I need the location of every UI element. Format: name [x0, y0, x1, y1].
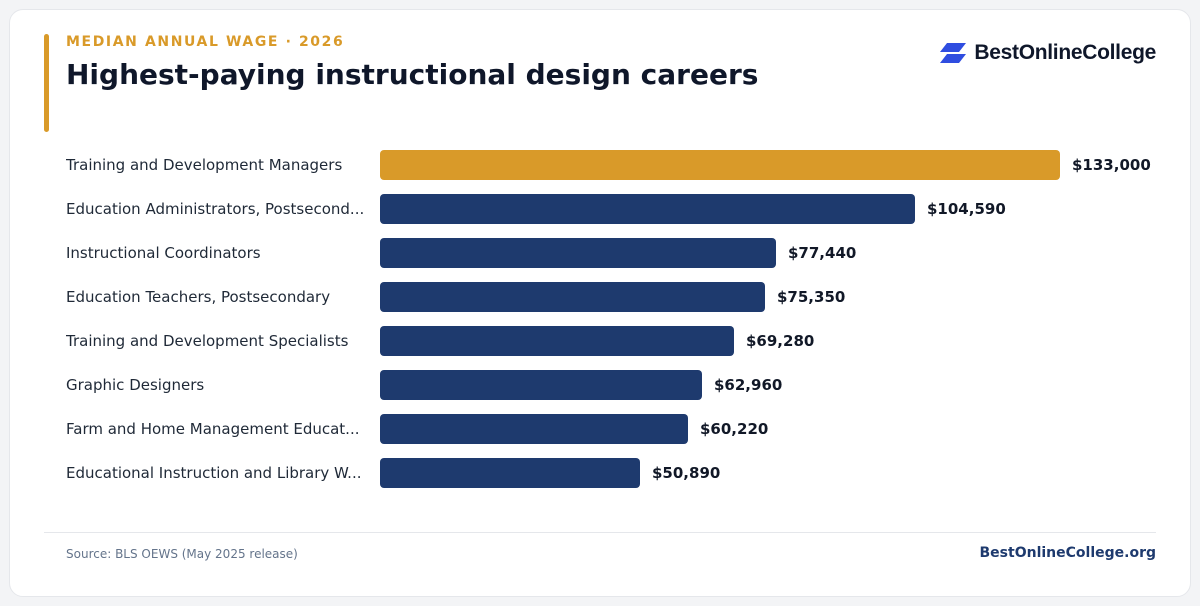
bar	[380, 326, 734, 356]
footer-site-link[interactable]: BestOnlineCollege.org	[979, 545, 1156, 561]
value-label: $133,000	[1072, 156, 1151, 174]
chart-eyebrow: MEDIAN ANNUAL WAGE · 2026	[66, 34, 345, 50]
value-label: $75,350	[777, 288, 846, 306]
bar	[380, 370, 702, 400]
category-label: Training and Development Managers	[66, 156, 343, 174]
category-label: Training and Development Specialists	[66, 332, 349, 350]
bar	[380, 414, 688, 444]
category-label: Education Administrators, Postsecond...	[66, 200, 365, 218]
bar	[380, 238, 776, 268]
footer-divider	[44, 532, 1156, 533]
bar	[380, 282, 765, 312]
value-label: $77,440	[788, 244, 857, 262]
chart-title: Highest-paying instructional design care…	[66, 58, 759, 91]
value-label: $62,960	[714, 376, 783, 394]
category-label: Educational Instruction and Library W...	[66, 464, 362, 482]
value-label: $60,220	[700, 420, 769, 438]
bar	[380, 150, 1060, 180]
brand-name: BestOnlineCollege	[974, 41, 1156, 64]
category-label: Farm and Home Management Educat...	[66, 420, 360, 438]
category-label: Instructional Coordinators	[66, 244, 261, 262]
source-note: Source: BLS OEWS (May 2025 release)	[66, 547, 298, 561]
category-label: Graphic Designers	[66, 376, 205, 394]
bar	[380, 458, 640, 488]
value-label: $69,280	[746, 332, 815, 350]
value-label: $104,590	[927, 200, 1006, 218]
category-label: Education Teachers, Postsecondary	[66, 288, 331, 306]
brand-logo: BestOnlineCollege	[940, 40, 1156, 66]
title-accent-bar	[44, 34, 49, 132]
brand-logo-icon	[940, 43, 967, 63]
value-label: $50,890	[652, 464, 721, 482]
bar	[380, 194, 915, 224]
